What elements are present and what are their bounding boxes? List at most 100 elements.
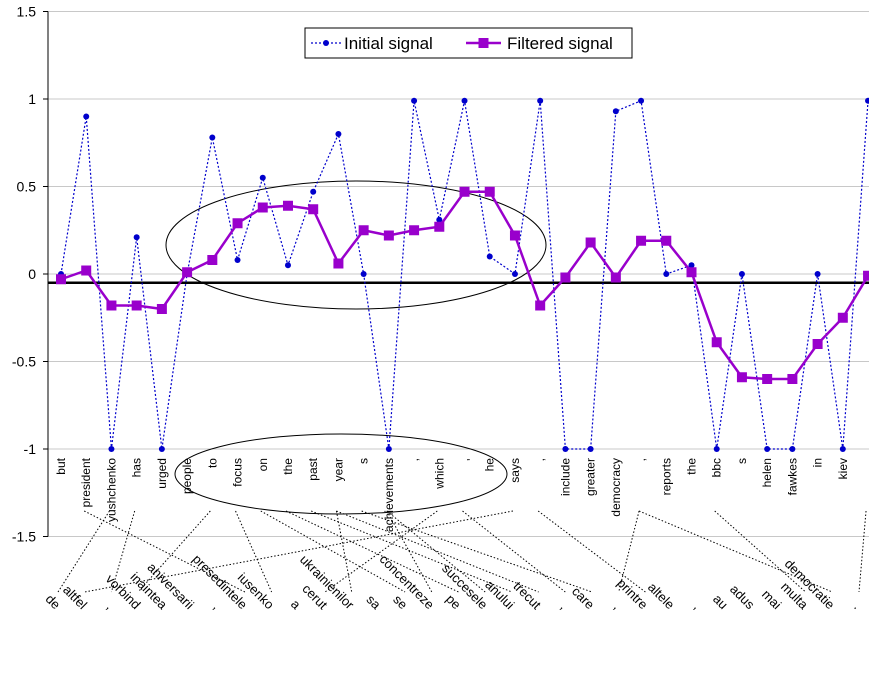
- filtered-signal-point: [484, 186, 495, 197]
- alignment-line: [137, 510, 211, 593]
- filtered-signal-point: [232, 218, 243, 229]
- x-tick-label: .: [861, 458, 869, 461]
- initial-signal-point: [461, 97, 468, 104]
- filtered-signal-point: [358, 225, 369, 236]
- y-tick-label: 0: [28, 266, 36, 282]
- initial-signal-point: [234, 257, 241, 263]
- source-word-label: pe: [443, 591, 464, 612]
- initial-signal-point: [587, 446, 594, 452]
- filtered-signal-point: [812, 339, 823, 349]
- initial-signal-point: [612, 108, 619, 115]
- initial-signal-point: [638, 97, 645, 104]
- filtered-signal-point: [383, 230, 394, 241]
- filtered-signal-point: [282, 200, 293, 211]
- source-word-label: sa: [364, 592, 385, 613]
- initial-signal-point: [209, 134, 216, 141]
- x-tick-label: ,: [533, 458, 547, 461]
- x-tick-label: on: [256, 458, 270, 471]
- filtered-signal-point: [863, 270, 869, 281]
- grid-lines: [48, 11, 869, 537]
- initial-signal-point: [133, 234, 140, 241]
- filtered-signal-point: [535, 300, 546, 311]
- initial-signal-point: [738, 271, 745, 277]
- filtered-signal-point: [711, 337, 722, 348]
- initial-signal-point: [83, 113, 90, 120]
- initial-signal-point: [158, 446, 165, 452]
- x-tick-label: greater: [584, 458, 598, 496]
- x-tick-label: but: [54, 457, 68, 474]
- alignment-line: [311, 510, 513, 593]
- filtered-signal-point: [257, 202, 268, 213]
- filtered-signal-point: [333, 258, 344, 269]
- y-tick-label: -1: [24, 441, 37, 457]
- y-tick-label: -1.5: [12, 529, 36, 545]
- x-tick-label: helen: [760, 458, 774, 487]
- filtered-signal-point: [560, 272, 571, 283]
- alignment-line: [235, 510, 273, 593]
- x-tick-label: president: [79, 457, 93, 507]
- series-filtered-signal: [56, 186, 869, 384]
- alignment-line: [336, 510, 539, 593]
- x-tick-label: democracy: [609, 458, 623, 517]
- source-word-label: trecut: [510, 579, 544, 613]
- alignment-line: [361, 510, 593, 593]
- x-tick-label: s: [735, 458, 749, 464]
- x-tick-label: ,: [634, 458, 648, 461]
- source-word-label: altfel: [60, 582, 90, 612]
- initial-signal-point: [411, 97, 418, 104]
- alignment-line: [537, 510, 646, 593]
- source-word-label: au: [710, 591, 731, 612]
- filtered-signal-point: [81, 265, 92, 276]
- legend-filtered-label: Filtered signal: [507, 34, 613, 53]
- source-word-label: se: [390, 592, 410, 612]
- alignment-line: [335, 510, 353, 593]
- x-tick-labels: but president yushchenko has urged people to fo…: [54, 457, 869, 532]
- source-word-label: care: [569, 584, 597, 612]
- initial-signal-point: [713, 446, 720, 452]
- x-tick-label: the: [685, 458, 699, 475]
- source-word-label: de: [43, 591, 64, 612]
- initial-signal-point: [663, 271, 670, 277]
- initial-signal-point: [335, 131, 342, 137]
- x-tick-label: focus: [231, 458, 245, 487]
- filtered-signal-point: [131, 300, 142, 311]
- initial-signal-point: [789, 446, 796, 452]
- initial-signal-line: [60, 99, 869, 450]
- source-word-label: printre: [614, 575, 651, 612]
- initial-signal-point: [562, 446, 569, 452]
- x-tick-label: which: [432, 458, 446, 490]
- initial-signal-point: [537, 97, 544, 104]
- legend-initial-label: Initial signal: [344, 34, 433, 53]
- filtered-signal-point: [106, 300, 117, 311]
- source-word-label: ,: [691, 599, 704, 612]
- y-tick-label: 1.5: [17, 4, 37, 20]
- legend-filtered-marker: [478, 38, 489, 48]
- x-tick-label: he: [483, 458, 497, 472]
- source-word-label: altele: [645, 580, 678, 613]
- alignment-line: [260, 510, 406, 593]
- filtered-signal-point: [182, 267, 193, 278]
- x-tick-label: s: [357, 458, 371, 464]
- initial-signal-point: [108, 446, 115, 452]
- x-tick-label: in: [811, 458, 825, 467]
- x-tick-label: to: [205, 458, 219, 468]
- source-word-label: .: [851, 599, 864, 612]
- x-tick-label: past: [306, 457, 320, 480]
- x-tick-label: the: [281, 458, 295, 475]
- alignment-line: [714, 510, 806, 593]
- alignment-line: [84, 510, 514, 593]
- x-tick-label: yushchenko: [104, 458, 118, 522]
- alignment-line: [110, 510, 136, 593]
- legend: Initial signal Filtered signal: [304, 27, 633, 59]
- filtered-signal-point: [207, 255, 218, 265]
- initial-signal-point: [865, 97, 869, 104]
- source-word-label: a: [288, 596, 304, 612]
- source-word-label: anului: [482, 577, 517, 612]
- initial-signal-point: [385, 446, 392, 452]
- filtered-signal-point: [762, 374, 773, 384]
- source-word-label: ,: [558, 599, 571, 612]
- initial-signal-point: [839, 446, 846, 452]
- alignment-line: [462, 510, 566, 593]
- highlight-ellipse-lower: [174, 433, 508, 515]
